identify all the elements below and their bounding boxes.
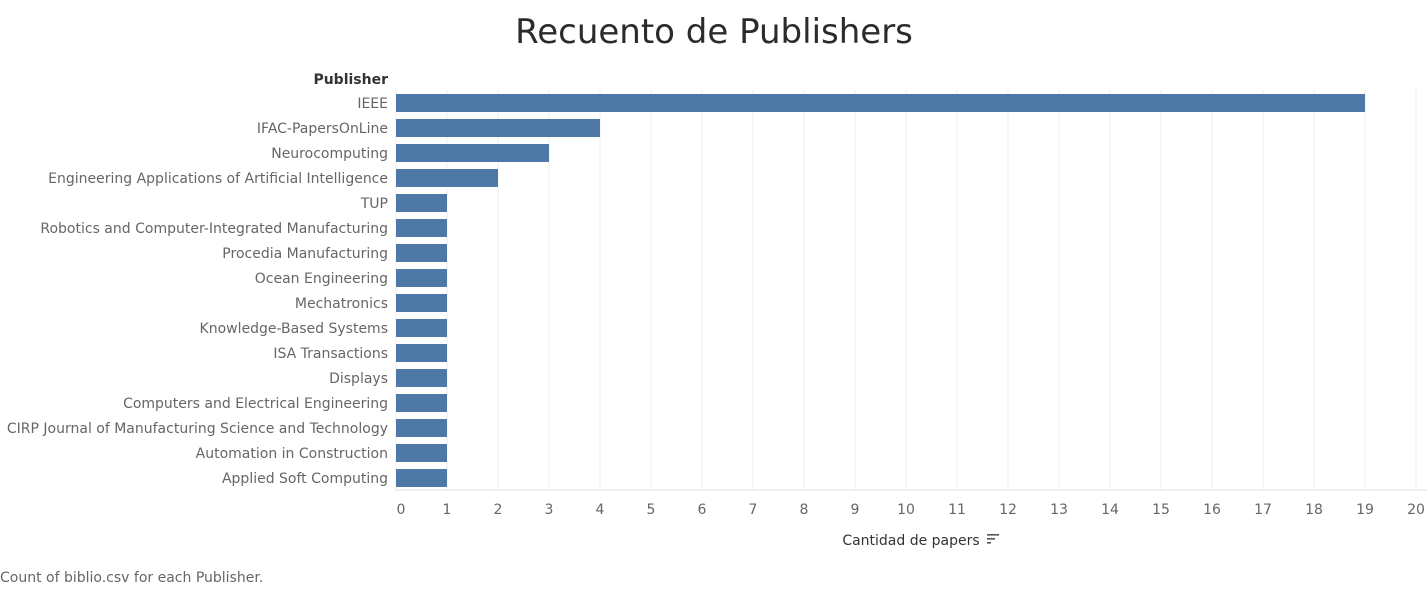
bar-isa-transactions <box>396 344 447 362</box>
category-label: TUP <box>360 196 388 212</box>
bar-ieee <box>396 94 1365 112</box>
category-label: Knowledge-Based Systems <box>200 321 388 337</box>
category-label: Robotics and Computer-Integrated Manufac… <box>40 221 388 237</box>
row-header: Publisher <box>313 72 388 88</box>
category-label: IEEE <box>357 96 388 112</box>
x-tick-label: 5 <box>647 502 656 518</box>
bar-engineering-applications-of-artificial-intelligence <box>396 169 498 187</box>
x-tick-label: 6 <box>698 502 707 518</box>
x-tick-label: 4 <box>596 502 605 518</box>
category-label: Automation in Construction <box>196 446 388 462</box>
bar-robotics-and-computer-integrated-manufacturing <box>396 219 447 237</box>
category-label: Procedia Manufacturing <box>222 246 388 262</box>
bar-displays <box>396 369 447 387</box>
x-tick-label: 3 <box>545 502 554 518</box>
x-tick-label: 15 <box>1152 502 1170 518</box>
x-tick-label: 13 <box>1050 502 1068 518</box>
category-label: Engineering Applications of Artificial I… <box>48 171 388 187</box>
bar-knowledge-based-systems <box>396 319 447 337</box>
x-tick-label: 9 <box>851 502 860 518</box>
x-tick-label: 10 <box>897 502 915 518</box>
chart-caption: Count of biblio.csv for each Publisher. <box>0 570 264 586</box>
x-tick-label: 11 <box>948 502 966 518</box>
bar-computers-and-electrical-engineering <box>396 394 447 412</box>
category-label: Ocean Engineering <box>255 271 388 287</box>
x-tick-label: 14 <box>1101 502 1119 518</box>
category-label: ISA Transactions <box>273 346 388 362</box>
sort-icon[interactable] <box>986 532 1002 546</box>
x-tick-label: 8 <box>800 502 809 518</box>
chart-title: Recuento de Publishers <box>515 12 913 52</box>
x-tick-label: 20 <box>1407 502 1425 518</box>
bar-ocean-engineering <box>396 269 447 287</box>
x-axis-label: Cantidad de papers <box>842 533 979 549</box>
bar-applied-soft-computing <box>396 469 447 487</box>
category-label: CIRP Journal of Manufacturing Science an… <box>7 421 388 437</box>
x-tick-label: 2 <box>494 502 503 518</box>
category-label: Computers and Electrical Engineering <box>123 396 388 412</box>
x-tick-label: 17 <box>1254 502 1272 518</box>
bar-neurocomputing <box>396 144 549 162</box>
category-label: Neurocomputing <box>271 146 388 162</box>
x-tick-label: 18 <box>1305 502 1323 518</box>
bar-ifac-papersonline <box>396 119 600 137</box>
category-label: Mechatronics <box>295 296 388 312</box>
bar-automation-in-construction <box>396 444 447 462</box>
x-tick-label: 1 <box>443 502 452 518</box>
category-label: Applied Soft Computing <box>222 471 388 487</box>
x-tick-label: 12 <box>999 502 1017 518</box>
category-label: Displays <box>329 371 388 387</box>
x-tick-label: 0 <box>397 502 406 518</box>
category-label: IFAC-PapersOnLine <box>257 121 388 137</box>
bar-mechatronics <box>396 294 447 312</box>
x-tick-label: 16 <box>1203 502 1221 518</box>
x-tick-label: 19 <box>1356 502 1374 518</box>
bar-cirp-journal-of-manufacturing-science-and-technology <box>396 419 447 437</box>
bar-procedia-manufacturing <box>396 244 447 262</box>
x-tick-label: 7 <box>749 502 758 518</box>
bar-tup <box>396 194 447 212</box>
